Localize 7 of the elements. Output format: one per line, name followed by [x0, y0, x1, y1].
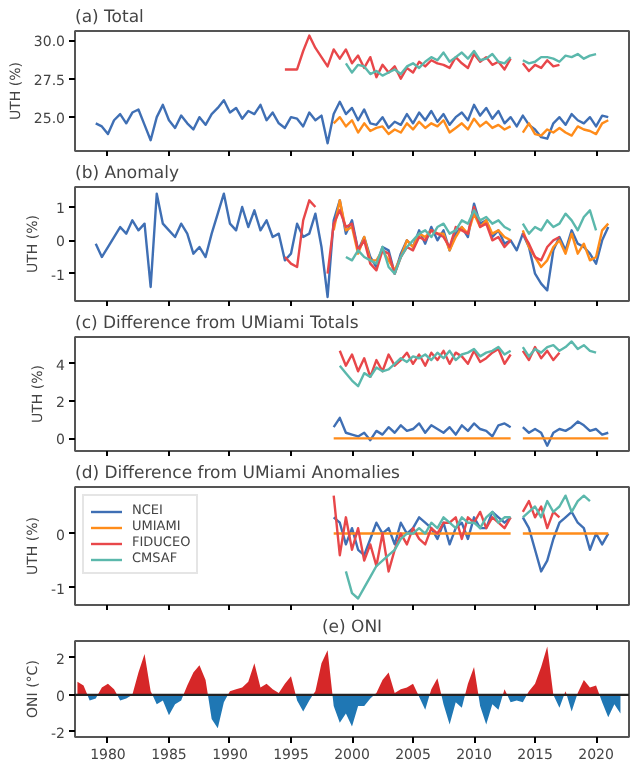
line-series: [94, 192, 610, 299]
line-series: [94, 99, 610, 145]
chart-title: (b) Anomaly: [75, 164, 180, 184]
chart-title: (a) Total: [75, 8, 144, 28]
chart-title: (d) Difference from UMiami Anomalies: [75, 464, 402, 484]
chart-title: (c) Difference from UMiami Totals: [75, 314, 360, 334]
chart-title: (e) ONI: [321, 618, 383, 638]
